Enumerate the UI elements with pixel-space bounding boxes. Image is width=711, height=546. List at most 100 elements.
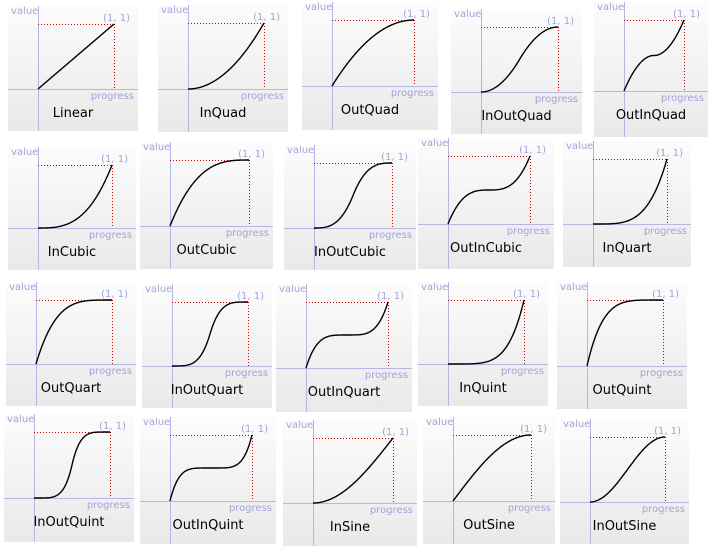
progress-label: progress bbox=[500, 366, 544, 377]
progress-label: progress bbox=[86, 500, 130, 511]
curve-name: OutQuart bbox=[40, 381, 102, 396]
progress-label: progress bbox=[506, 226, 550, 237]
curve-plot bbox=[560, 419, 689, 544]
progress-label: progress bbox=[369, 505, 413, 516]
curve-name: InQuart bbox=[602, 241, 652, 256]
value-label: value bbox=[161, 5, 189, 16]
easing-curve bbox=[623, 19, 685, 92]
progress-label: progress bbox=[507, 503, 551, 514]
curve-plot bbox=[557, 282, 687, 409]
curve-name: OutCubic bbox=[176, 243, 237, 258]
value-label: value bbox=[279, 284, 307, 295]
curve-plot bbox=[284, 145, 416, 270]
value-label: value bbox=[560, 282, 588, 293]
point-label: (1, 1) bbox=[238, 149, 265, 160]
value-label: value bbox=[145, 284, 173, 295]
curve-plot bbox=[140, 142, 273, 269]
curve-name: Linear bbox=[52, 106, 94, 121]
value-label: value bbox=[421, 138, 449, 149]
easing-card: value (1, 1) progress OutInQuad bbox=[594, 2, 708, 137]
easing-card: value (1, 1) progress OutQuint bbox=[557, 282, 687, 409]
point-label: (1, 1) bbox=[103, 13, 130, 24]
point-label: (1, 1) bbox=[101, 289, 128, 300]
point-label: (1, 1) bbox=[377, 291, 404, 302]
easing-card: value (1, 1) progress InOutQuart bbox=[142, 284, 272, 408]
easing-curve bbox=[586, 299, 663, 367]
curve-name: InQuad bbox=[199, 106, 247, 121]
curve-plot bbox=[158, 5, 288, 132]
progress-label: progress bbox=[225, 228, 269, 239]
point-label: (1, 1) bbox=[101, 154, 128, 165]
progress-label: progress bbox=[643, 226, 687, 237]
value-label: value bbox=[305, 2, 333, 13]
easing-curve bbox=[305, 301, 389, 369]
easing-card: value (1, 1) progress OutQuart bbox=[6, 282, 136, 406]
curve-name: InSine bbox=[329, 520, 371, 535]
progress-label: progress bbox=[534, 94, 578, 105]
value-label: value bbox=[287, 145, 315, 156]
point-label: (1, 1) bbox=[99, 421, 126, 432]
easing-card: value (1, 1) progress Linear bbox=[8, 6, 138, 131]
progress-label: progress bbox=[240, 91, 284, 102]
easing-curve bbox=[34, 431, 110, 499]
easing-card: value (1, 1) progress OutQuad bbox=[302, 2, 438, 130]
easing-card: value (1, 1) progress InSine bbox=[283, 420, 417, 546]
easing-card: value (1, 1) progress InOutQuad bbox=[451, 9, 582, 134]
curve-plot bbox=[418, 138, 554, 269]
point-label: (1, 1) bbox=[654, 426, 681, 437]
progress-label: progress bbox=[639, 368, 683, 379]
easing-curve bbox=[447, 155, 531, 225]
easing-curve bbox=[593, 158, 668, 225]
point-label: (1, 1) bbox=[241, 424, 268, 435]
progress-label: progress bbox=[224, 368, 268, 379]
point-label: (1, 1) bbox=[253, 12, 280, 23]
easing-curve bbox=[187, 22, 265, 90]
easing-card: value (1, 1) progress OutInQuart bbox=[276, 284, 412, 412]
progress-label: progress bbox=[364, 370, 408, 381]
value-label: value bbox=[421, 282, 449, 293]
point-label: (1, 1) bbox=[403, 9, 430, 20]
value-label: value bbox=[597, 2, 625, 13]
point-label: (1, 1) bbox=[656, 148, 683, 159]
point-label: (1, 1) bbox=[382, 427, 409, 438]
easing-card: value (1, 1) progress OutInCubic bbox=[418, 138, 554, 269]
curve-plot bbox=[8, 147, 136, 270]
progress-label: progress bbox=[390, 88, 434, 99]
easing-curve bbox=[37, 23, 115, 90]
curve-plot bbox=[563, 141, 691, 267]
easing-curve bbox=[35, 299, 112, 365]
easing-curve bbox=[314, 162, 392, 229]
point-label: (1, 1) bbox=[513, 289, 540, 300]
value-label: value bbox=[7, 414, 35, 425]
progress-label: progress bbox=[228, 503, 272, 514]
progress-label: progress bbox=[88, 366, 132, 377]
easing-card: value (1, 1) progress InOutSine bbox=[560, 419, 689, 544]
curve-plot bbox=[140, 417, 276, 544]
curve-plot bbox=[451, 9, 582, 134]
easing-card: value (1, 1) progress InQuart bbox=[563, 141, 691, 267]
easing-curve bbox=[480, 26, 559, 93]
easing-curve bbox=[38, 164, 113, 229]
value-label: value bbox=[143, 417, 171, 428]
easing-card: value (1, 1) progress InQuad bbox=[158, 5, 288, 132]
easing-card: value (1, 1) progress InOutQuint bbox=[4, 414, 134, 542]
easing-curve bbox=[169, 434, 253, 502]
curve-name: OutQuad bbox=[340, 103, 400, 118]
value-label: value bbox=[143, 142, 171, 153]
curve-name: OutQuint bbox=[592, 383, 652, 398]
curve-name: InOutSine bbox=[592, 519, 657, 534]
curve-name: InOutCubic bbox=[314, 245, 386, 260]
curve-plot bbox=[8, 6, 138, 131]
point-label: (1, 1) bbox=[673, 9, 700, 20]
easing-curve bbox=[312, 437, 394, 504]
curve-name: OutSine bbox=[463, 518, 515, 533]
value-label: value bbox=[11, 147, 39, 158]
curve-name: OutInQuint bbox=[172, 518, 244, 533]
point-label: (1, 1) bbox=[519, 145, 546, 156]
curve-plot bbox=[302, 2, 438, 130]
point-label: (1, 1) bbox=[547, 16, 574, 27]
curve-name: InOutQuart bbox=[170, 383, 244, 398]
curve-plot bbox=[283, 420, 417, 546]
easing-card: value (1, 1) progress InCubic bbox=[8, 147, 136, 270]
progress-label: progress bbox=[660, 93, 704, 104]
